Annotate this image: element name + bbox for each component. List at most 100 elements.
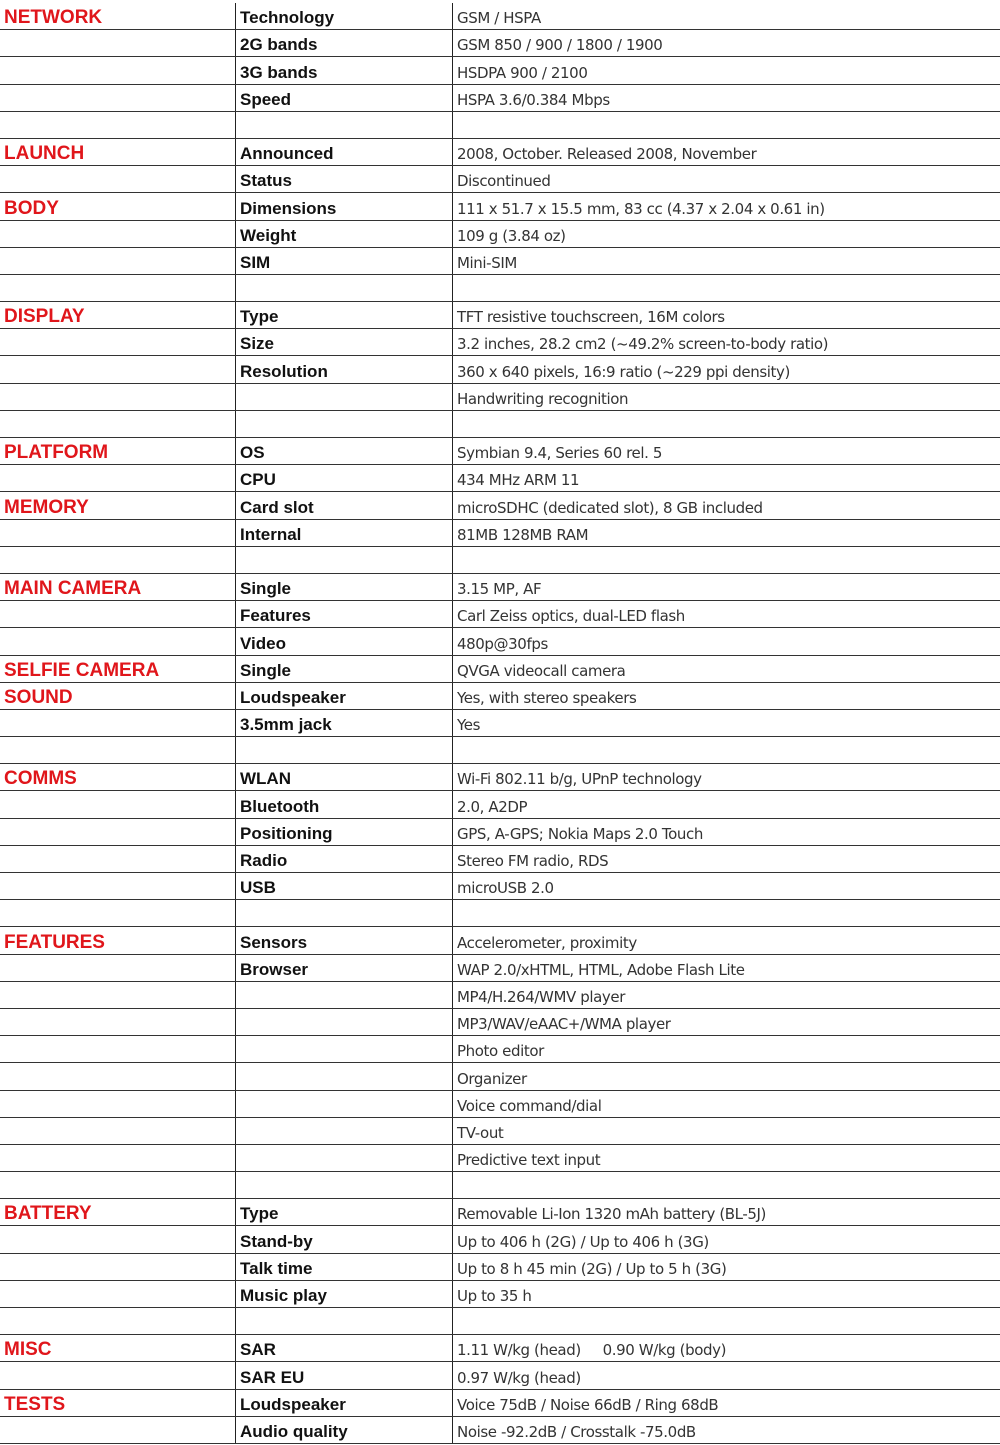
- table-row: Speed HSPA 3.6/0.384 Mbps: [0, 84, 1000, 112]
- table-row: LAUNCH Announced 2008, October. Released 2…: [0, 138, 1000, 167]
- value-cell: Removable Li-Ion 1320 mAh battery (BL-5J…: [452, 1198, 1000, 1227]
- label-cell: Stand-by: [235, 1225, 453, 1254]
- label-cell: Talk time: [235, 1253, 453, 1281]
- label-cell: [235, 1008, 453, 1037]
- section-cell: [0, 1225, 236, 1254]
- label-cell: Video: [235, 627, 453, 656]
- section-cell: [0, 627, 236, 656]
- section-cell: [0, 1090, 236, 1118]
- value-cell: [452, 274, 1000, 303]
- section-cell: [0, 247, 236, 275]
- label-cell: SAR EU: [235, 1361, 453, 1390]
- table-row: Positioning GPS, A-GPS; Nokia Maps 2.0 To…: [0, 818, 1000, 846]
- value-cell: TFT resistive touchscreen, 16M colors: [452, 301, 1000, 330]
- section-cell: [0, 1416, 236, 1444]
- section-cell: [0, 84, 236, 112]
- section-cell: [0, 1253, 236, 1281]
- section-cell: [0, 519, 236, 547]
- section-cell: [0, 1062, 236, 1091]
- value-cell: MP3/WAV/eAAC+/WMA player: [452, 1008, 1000, 1037]
- label-cell: Sensors: [235, 926, 453, 955]
- label-cell: SIM: [235, 247, 453, 275]
- label-cell: [235, 1307, 453, 1336]
- value-cell: [452, 736, 1000, 765]
- label-cell: Positioning: [235, 818, 453, 846]
- section-cell: [0, 274, 236, 303]
- value-cell: Up to 406 h (2G) / Up to 406 h (3G): [452, 1225, 1000, 1254]
- section-cell: [0, 600, 236, 629]
- table-row: SIM Mini-SIM: [0, 247, 1000, 275]
- table-row: TESTS Loudspeaker Voice 75dB / Noise 66dB …: [0, 1389, 1000, 1417]
- table-row: Status Discontinued: [0, 165, 1000, 194]
- label-cell: [235, 1144, 453, 1173]
- section-cell: [0, 56, 236, 85]
- value-cell: 2008, October. Released 2008, November: [452, 138, 1000, 167]
- value-cell: Voice 75dB / Noise 66dB / Ring 68dB: [452, 1389, 1000, 1417]
- table-row: Internal 81MB 128MB RAM: [0, 519, 1000, 547]
- table-row: SAR EU 0.97 W/kg (head): [0, 1361, 1000, 1390]
- value-cell: [452, 1307, 1000, 1336]
- label-cell: Radio: [235, 845, 453, 874]
- table-row: PLATFORM OS Symbian 9.4, Series 60 rel. 5: [0, 437, 1000, 466]
- value-cell: MP4/H.264/WMV player: [452, 981, 1000, 1009]
- table-row: MEMORY Card slot microSDHC (dedicated slot…: [0, 491, 1000, 520]
- section-cell: [0, 1307, 236, 1336]
- value-cell: [452, 1171, 1000, 1200]
- value-cell: 2.0, A2DP: [452, 790, 1000, 819]
- table-row: [0, 1171, 1000, 1200]
- table-row: COMMS WLAN Wi-Fi 802.11 b/g, UPnP technolo…: [0, 763, 1000, 792]
- value-cell: GPS, A-GPS; Nokia Maps 2.0 Touch: [452, 818, 1000, 846]
- label-cell: Resolution: [235, 355, 453, 384]
- label-cell: [235, 410, 453, 439]
- section-cell: [0, 1144, 236, 1173]
- label-cell: Speed: [235, 84, 453, 112]
- section-cell: SELFIE CAMERA: [0, 655, 236, 683]
- section-cell: LAUNCH: [0, 138, 236, 167]
- label-cell: OS: [235, 437, 453, 466]
- label-cell: [235, 981, 453, 1009]
- table-row: Talk time Up to 8 h 45 min (2G) / Up to 5…: [0, 1253, 1000, 1281]
- label-cell: Bluetooth: [235, 790, 453, 819]
- table-row: Weight 109 g (3.84 oz): [0, 220, 1000, 248]
- label-cell: Features: [235, 600, 453, 629]
- section-cell: [0, 383, 236, 411]
- table-row: SELFIE CAMERA Single QVGA videocall camera: [0, 655, 1000, 683]
- table-row: Bluetooth 2.0, A2DP: [0, 790, 1000, 819]
- section-cell: [0, 954, 236, 982]
- value-cell: Accelerometer, proximity: [452, 926, 1000, 955]
- section-cell: TESTS: [0, 1389, 236, 1417]
- section-cell: [0, 872, 236, 901]
- label-cell: [235, 1090, 453, 1118]
- section-cell: DISPLAY: [0, 301, 236, 330]
- section-cell: [0, 165, 236, 194]
- table-row: Features Carl Zeiss optics, dual-LED flas…: [0, 600, 1000, 629]
- section-cell: [0, 29, 236, 58]
- section-cell: [0, 981, 236, 1009]
- table-row: MISC SAR 1.11 W/kg (head) 0.90 W/kg (body): [0, 1334, 1000, 1363]
- section-cell: FEATURES: [0, 926, 236, 955]
- label-cell: Weight: [235, 220, 453, 248]
- table-row: [0, 410, 1000, 439]
- table-row: Video 480p@30fps: [0, 627, 1000, 656]
- value-cell: HSPA 3.6/0.384 Mbps: [452, 84, 1000, 112]
- section-cell: [0, 111, 236, 139]
- section-cell: [0, 1171, 236, 1200]
- section-cell: [0, 845, 236, 874]
- value-cell: WAP 2.0/xHTML, HTML, Adobe Flash Lite: [452, 954, 1000, 982]
- value-cell: microSDHC (dedicated slot), 8 GB include…: [452, 491, 1000, 520]
- label-cell: Announced: [235, 138, 453, 167]
- section-cell: SOUND: [0, 682, 236, 710]
- value-cell: Predictive text input: [452, 1144, 1000, 1173]
- table-row: Voice command/dial: [0, 1090, 1000, 1118]
- value-cell: [452, 410, 1000, 439]
- label-cell: [235, 111, 453, 139]
- section-cell: [0, 736, 236, 765]
- label-cell: [235, 1171, 453, 1200]
- table-row: TV-out: [0, 1117, 1000, 1145]
- label-cell: 3G bands: [235, 56, 453, 85]
- value-cell: 0.97 W/kg (head): [452, 1361, 1000, 1390]
- label-cell: [235, 1035, 453, 1064]
- section-cell: [0, 709, 236, 738]
- section-cell: PLATFORM: [0, 437, 236, 466]
- label-cell: [235, 546, 453, 574]
